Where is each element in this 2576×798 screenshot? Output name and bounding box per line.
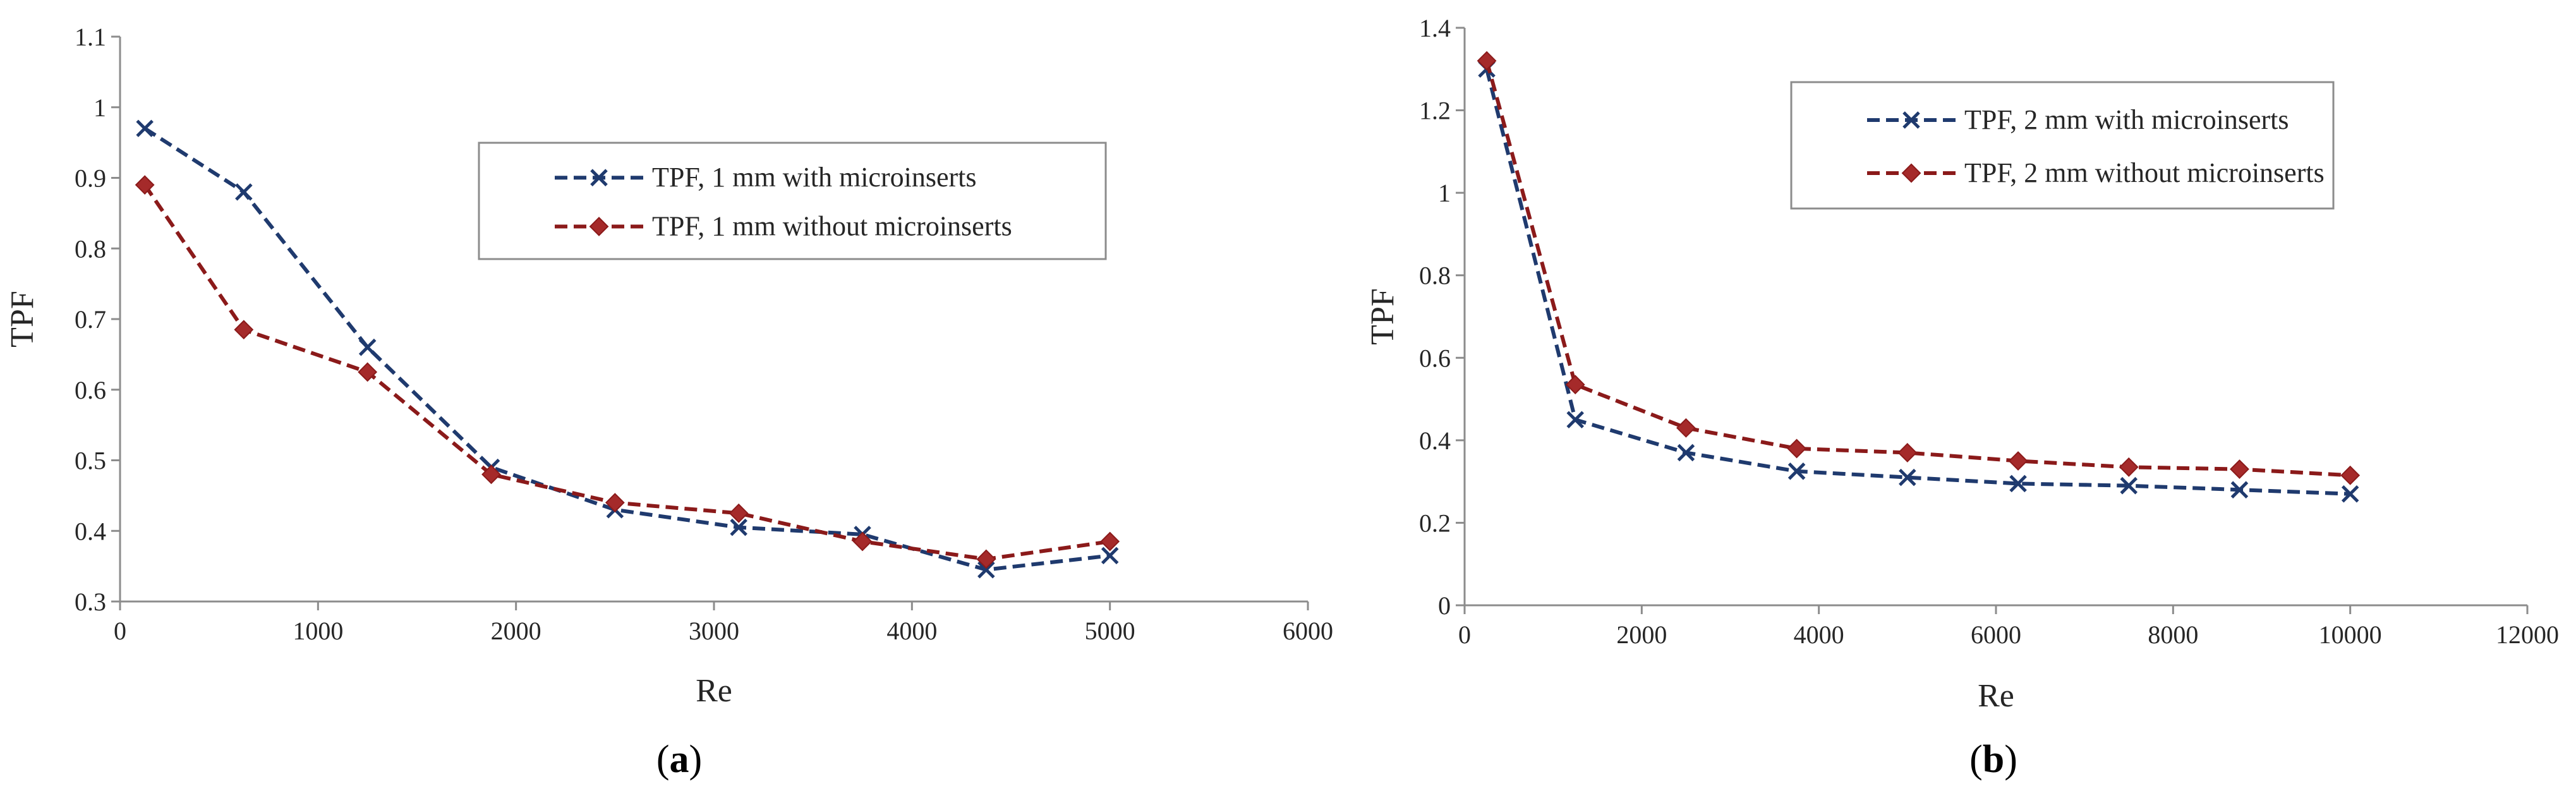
chart-a-y-tick-label: 0.5 — [75, 447, 106, 475]
chart-a-x-tick-label: 1000 — [293, 617, 343, 645]
chart-a-y-tick-label: 0.7 — [75, 305, 106, 334]
chart-a-legend: TPF, 1 mm with microinserts TPF, 1 mm wit… — [478, 142, 1107, 260]
chart-panel-a: 0.3 0.4 0.5 0.6 0.7 0.8 0.9 1 1.1 0 1000 2000 3000 40… — [4, 23, 1333, 781]
chart-b-y-tick-label: 0 — [1438, 591, 1451, 620]
chart-a-series-1-point-8 — [1100, 531, 1120, 552]
chart-b-x-tick-label: 10000 — [2319, 620, 2382, 649]
chart-b-series-1-point-7 — [2230, 459, 2249, 479]
chart-b-legend: TPF, 2 mm with microinserts TPF, 2 mm wit… — [1790, 81, 2335, 210]
chart-a-y-tick-label: 0.6 — [75, 376, 106, 404]
chart-a-series-1-point-legend — [589, 217, 609, 236]
chart-b-y-axis-title: TPF — [1365, 288, 1401, 345]
chart-a-legend-label-0: TPF, 1 mm with microinserts — [652, 162, 976, 193]
chart-panel-b: 0 0.2 0.4 0.6 0.8 1 1.2 1.4 0 2000 4000 6000 8000 100… — [1365, 14, 2559, 781]
chart-b-series-0-point-legend — [1902, 111, 1920, 129]
chart-b-series-1-point-6 — [2119, 457, 2139, 477]
chart-a-series-0-point-legend — [590, 169, 608, 186]
chart-a-y-tick-label: 0.8 — [75, 234, 106, 263]
chart-a-series-line-0 — [143, 126, 1111, 572]
chart-a-series-0-point-5 — [730, 518, 747, 536]
chart-a-x-tick-label: 2000 — [491, 617, 541, 645]
chart-b-legend-box — [1790, 81, 2335, 210]
chart-b-legend-label-0: TPF, 2 mm with microinserts — [1964, 104, 2289, 135]
chart-a-series-1-point-0 — [135, 175, 155, 195]
chart-b-y-tick-label: 1.4 — [1419, 14, 1451, 42]
chart-b-x-tick-label: 4000 — [1794, 620, 1844, 649]
chart-b-x-tick-label: 6000 — [1971, 620, 2021, 649]
chart-b-series-1-point-3 — [1787, 438, 1807, 459]
chart-b-series-0-point-8 — [2341, 485, 2359, 503]
chart-a-series-1-point-5 — [729, 503, 749, 523]
chart-b-series-1-point-8 — [2340, 465, 2361, 485]
chart-a-x-tick-label: 5000 — [1085, 617, 1135, 645]
chart-b-series-1-point-2 — [1676, 418, 1696, 438]
chart-b-series-line-0 — [1485, 68, 2350, 496]
chart-b-series-1-point-4 — [1897, 443, 1918, 462]
chart-b-y-tick-label: 0.4 — [1419, 426, 1451, 455]
chart-a-x-tick-label: 3000 — [689, 617, 739, 645]
chart-b-y-tick-label: 0.6 — [1419, 344, 1451, 372]
chart-a-series-0-point-7 — [977, 560, 995, 579]
chart-a-legend-label-1: TPF, 1 mm without microinserts — [652, 210, 1012, 241]
chart-b-panel-label: (b) — [1969, 738, 2017, 781]
chart-a-series-1-point-2 — [358, 362, 378, 382]
chart-b-series-0-point-6 — [2120, 476, 2138, 495]
chart-b-series-1-point-1 — [1565, 375, 1585, 395]
chart-a-panel-label: (a) — [656, 738, 702, 781]
chart-a-series-0-point-2 — [358, 338, 377, 356]
chart-a-y-tick-label: 0.4 — [75, 517, 106, 545]
chart-b-series-1-point-5 — [2008, 451, 2028, 471]
chart-b-series-1-point-legend — [1901, 163, 1921, 183]
chart-b-y-tick-label: 1.2 — [1419, 97, 1451, 125]
chart-b-x-tick-label: 12000 — [2496, 620, 2559, 649]
chart-b-x-axis-title: Re — [1978, 678, 2014, 714]
chart-a-y-axis-title: TPF — [4, 291, 40, 348]
chart-a-y-tick-label: 0.3 — [75, 588, 106, 616]
chart-a-x-tick-label: 0 — [114, 617, 126, 645]
chart-b-y-tick-label: 1 — [1438, 179, 1451, 207]
chart-b-series-1-point-0 — [1477, 51, 1497, 71]
chart-a-series-0-point-1 — [235, 183, 253, 201]
chart-b-x-tick-label: 8000 — [2148, 620, 2198, 649]
chart-b-x-tick-label: 2000 — [1616, 620, 1667, 649]
chart-a-series-1-point-7 — [976, 549, 996, 569]
chart-b-x-tick-label: 0 — [1458, 620, 1471, 649]
chart-b-series-0-point-1 — [1566, 411, 1584, 428]
chart-a-series-0-point-0 — [136, 119, 154, 138]
chart-a-x-tick-label: 4000 — [886, 617, 937, 645]
chart-a-series-0-point-8 — [1101, 547, 1119, 565]
chart-b-series-line-1 — [1485, 60, 2350, 478]
chart-b-series-0-point-5 — [2009, 475, 2027, 493]
chart-a-x-tick-label: 6000 — [1283, 617, 1333, 645]
chart-a-series-1-point-4 — [605, 493, 625, 512]
chart-a-legend-box — [478, 142, 1107, 260]
chart-b-series-0-point-2 — [1677, 444, 1695, 462]
chart-b-y-tick-label: 0.2 — [1419, 509, 1451, 537]
chart-b-series-0-point-7 — [2230, 481, 2249, 499]
chart-a-x-axis-title: Re — [696, 673, 732, 709]
chart-a-y-tick-label: 1.1 — [75, 23, 106, 51]
chart-a-series-1-point-3 — [481, 464, 501, 485]
chart-b-legend-label-1: TPF, 2 mm without microinserts — [1964, 157, 2325, 188]
chart-a-series-1-point-6 — [852, 531, 873, 552]
chart-a-y-tick-label: 0.9 — [75, 164, 106, 193]
chart-b-series-0-point-4 — [1899, 468, 1916, 487]
chart-a-series-1-point-1 — [234, 320, 254, 340]
chart-a-y-tick-label: 1 — [94, 94, 106, 122]
chart-b-y-tick-label: 0.8 — [1419, 262, 1451, 290]
chart-b-series-0-point-3 — [1787, 462, 1806, 480]
